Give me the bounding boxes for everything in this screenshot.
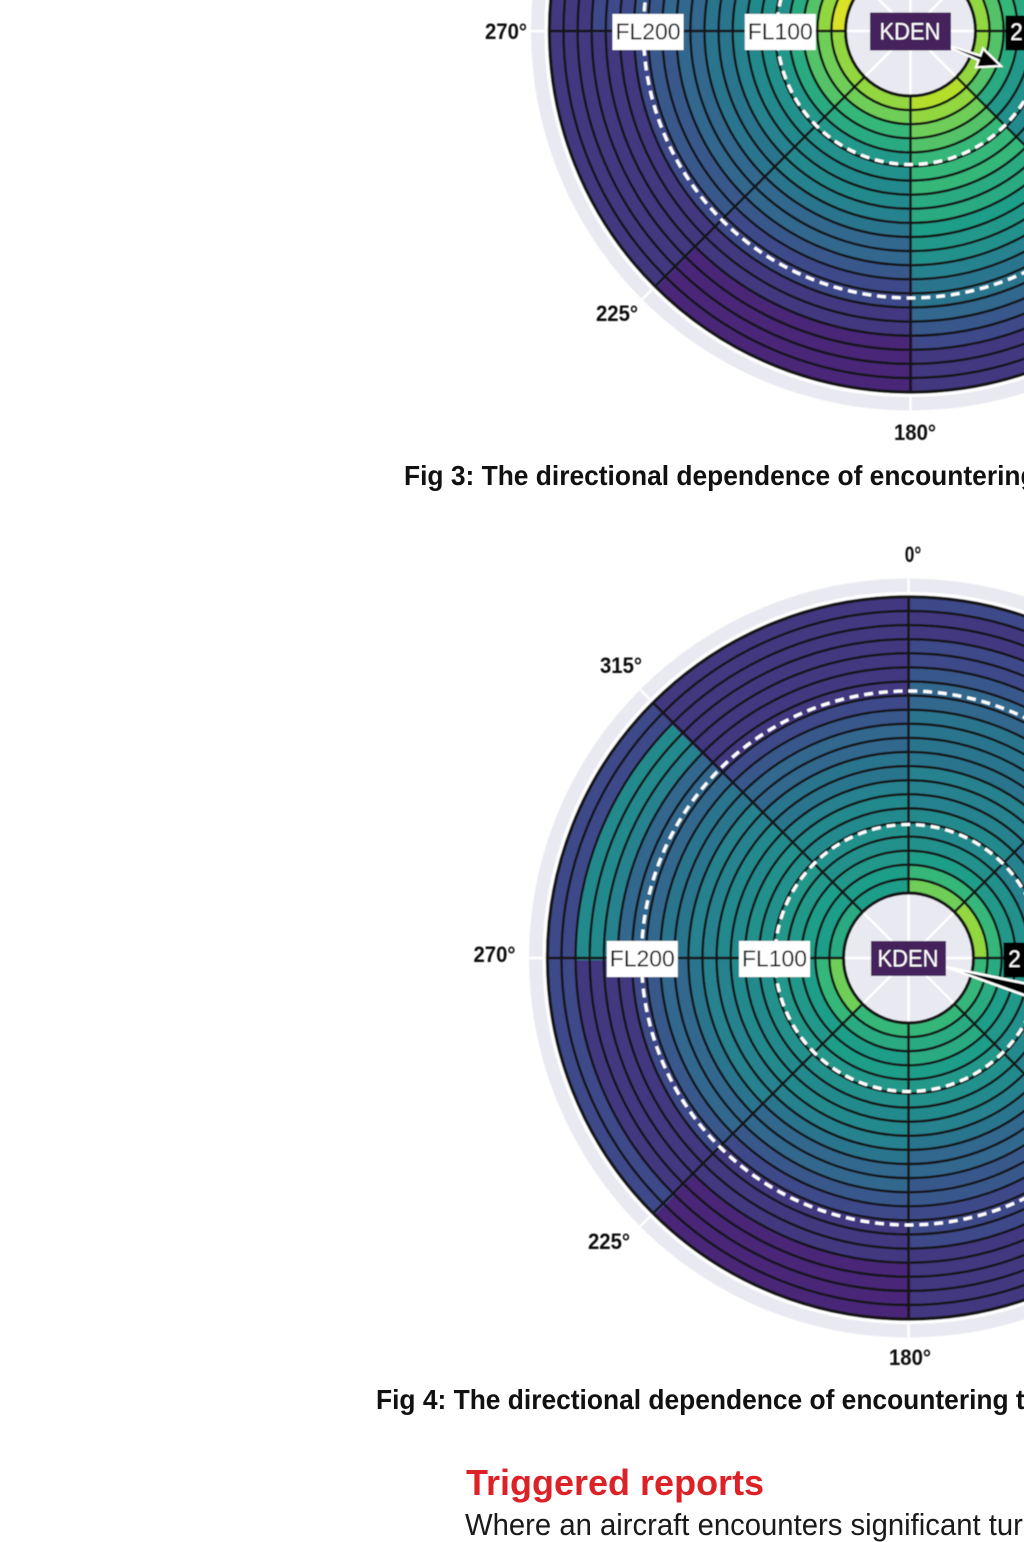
svg-text:180°: 180° [894, 420, 936, 445]
svg-text:FL100: FL100 [748, 19, 813, 45]
svg-text:315°: 315° [600, 653, 642, 678]
svg-text:180°: 180° [889, 1345, 931, 1370]
svg-text:KDEN: KDEN [880, 19, 941, 46]
svg-text:270°: 270° [485, 19, 527, 44]
svg-text:KDEN: KDEN [878, 946, 939, 973]
svg-text:225°: 225° [588, 1229, 630, 1254]
svg-text:2: 2 [1010, 19, 1023, 46]
svg-text:FL100: FL100 [742, 946, 807, 972]
svg-text:0°: 0° [905, 542, 922, 567]
svg-text:FL200: FL200 [616, 19, 681, 45]
svg-text:FL200: FL200 [610, 946, 675, 972]
svg-text:225°: 225° [596, 301, 638, 326]
svg-text:2: 2 [1008, 946, 1021, 973]
svg-text:270°: 270° [474, 942, 516, 967]
